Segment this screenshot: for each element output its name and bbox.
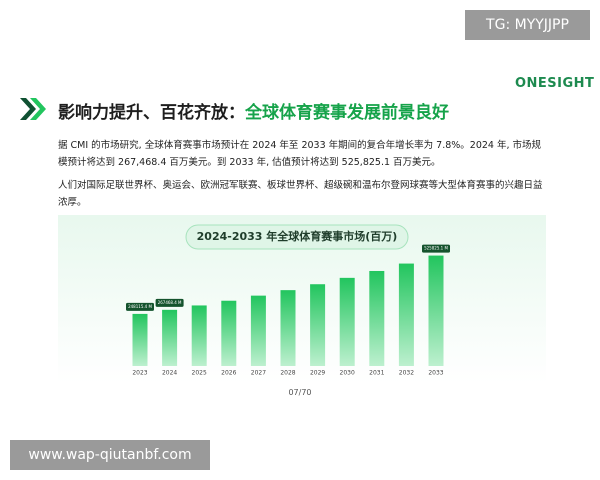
bar (369, 270, 385, 366)
bar (132, 313, 148, 366)
logo: ONESIGHT (515, 76, 595, 91)
x-tick-label: 2023 (132, 370, 147, 377)
x-tick-label: 2033 (428, 370, 443, 377)
heading-highlight: 全球体育赛事发展前景良好 (245, 103, 449, 123)
bar (221, 300, 237, 366)
page-number: 07/70 (288, 388, 312, 397)
bar (191, 305, 207, 366)
x-tick-label: 2026 (221, 370, 236, 377)
heading-icon (20, 98, 46, 120)
value-label-box (126, 302, 154, 311)
x-tick-label: 2027 (251, 370, 266, 377)
value-label-box (155, 298, 184, 307)
watermark-top: TG: MYYJJPP (465, 10, 590, 40)
heading: 影响力提升、百花齐放：全球体育赛事发展前景良好 (58, 98, 449, 123)
paragraph: 据 CMI 的市场研究, 全球体育赛事市场预计在 2024 年至 2033 年期… (58, 140, 542, 168)
value-label: 525825.1 M (424, 246, 448, 251)
watermark-bottom: www.wap-qiutanbf.com (10, 440, 210, 470)
x-tick-label: 2028 (280, 370, 295, 377)
value-label: 248115.4 M (128, 304, 152, 309)
x-tick-label: 2031 (369, 370, 384, 377)
value-label-box (422, 244, 450, 253)
bar (398, 263, 414, 366)
chart: 2024-2033 年全球体育赛事市场(百万) 2023 248115.4 M 20… (58, 215, 546, 383)
chart-title-pill (185, 224, 409, 250)
x-tick-label: 2024 (162, 370, 177, 377)
x-tick-label: 2029 (310, 370, 325, 377)
bar (428, 255, 444, 366)
bar (280, 290, 296, 366)
x-tick-label: 2030 (340, 370, 355, 377)
value-label: 267468.4 M (158, 300, 182, 305)
chart-title: 2024-2033 年全球体育赛事市场(百万) (197, 229, 398, 243)
bar (162, 309, 178, 366)
bar (250, 295, 266, 366)
heading-lead: 影响力提升、百花齐放： (58, 103, 245, 123)
paragraph: 人们对国际足联世界杯、奥运会、欧洲冠军联赛、板球世界杯、超级碗和温布尔登网球赛等… (58, 180, 543, 208)
x-tick-label: 2032 (399, 370, 414, 377)
x-tick-label: 2025 (192, 370, 207, 377)
bar (339, 277, 355, 366)
bar (310, 284, 326, 366)
